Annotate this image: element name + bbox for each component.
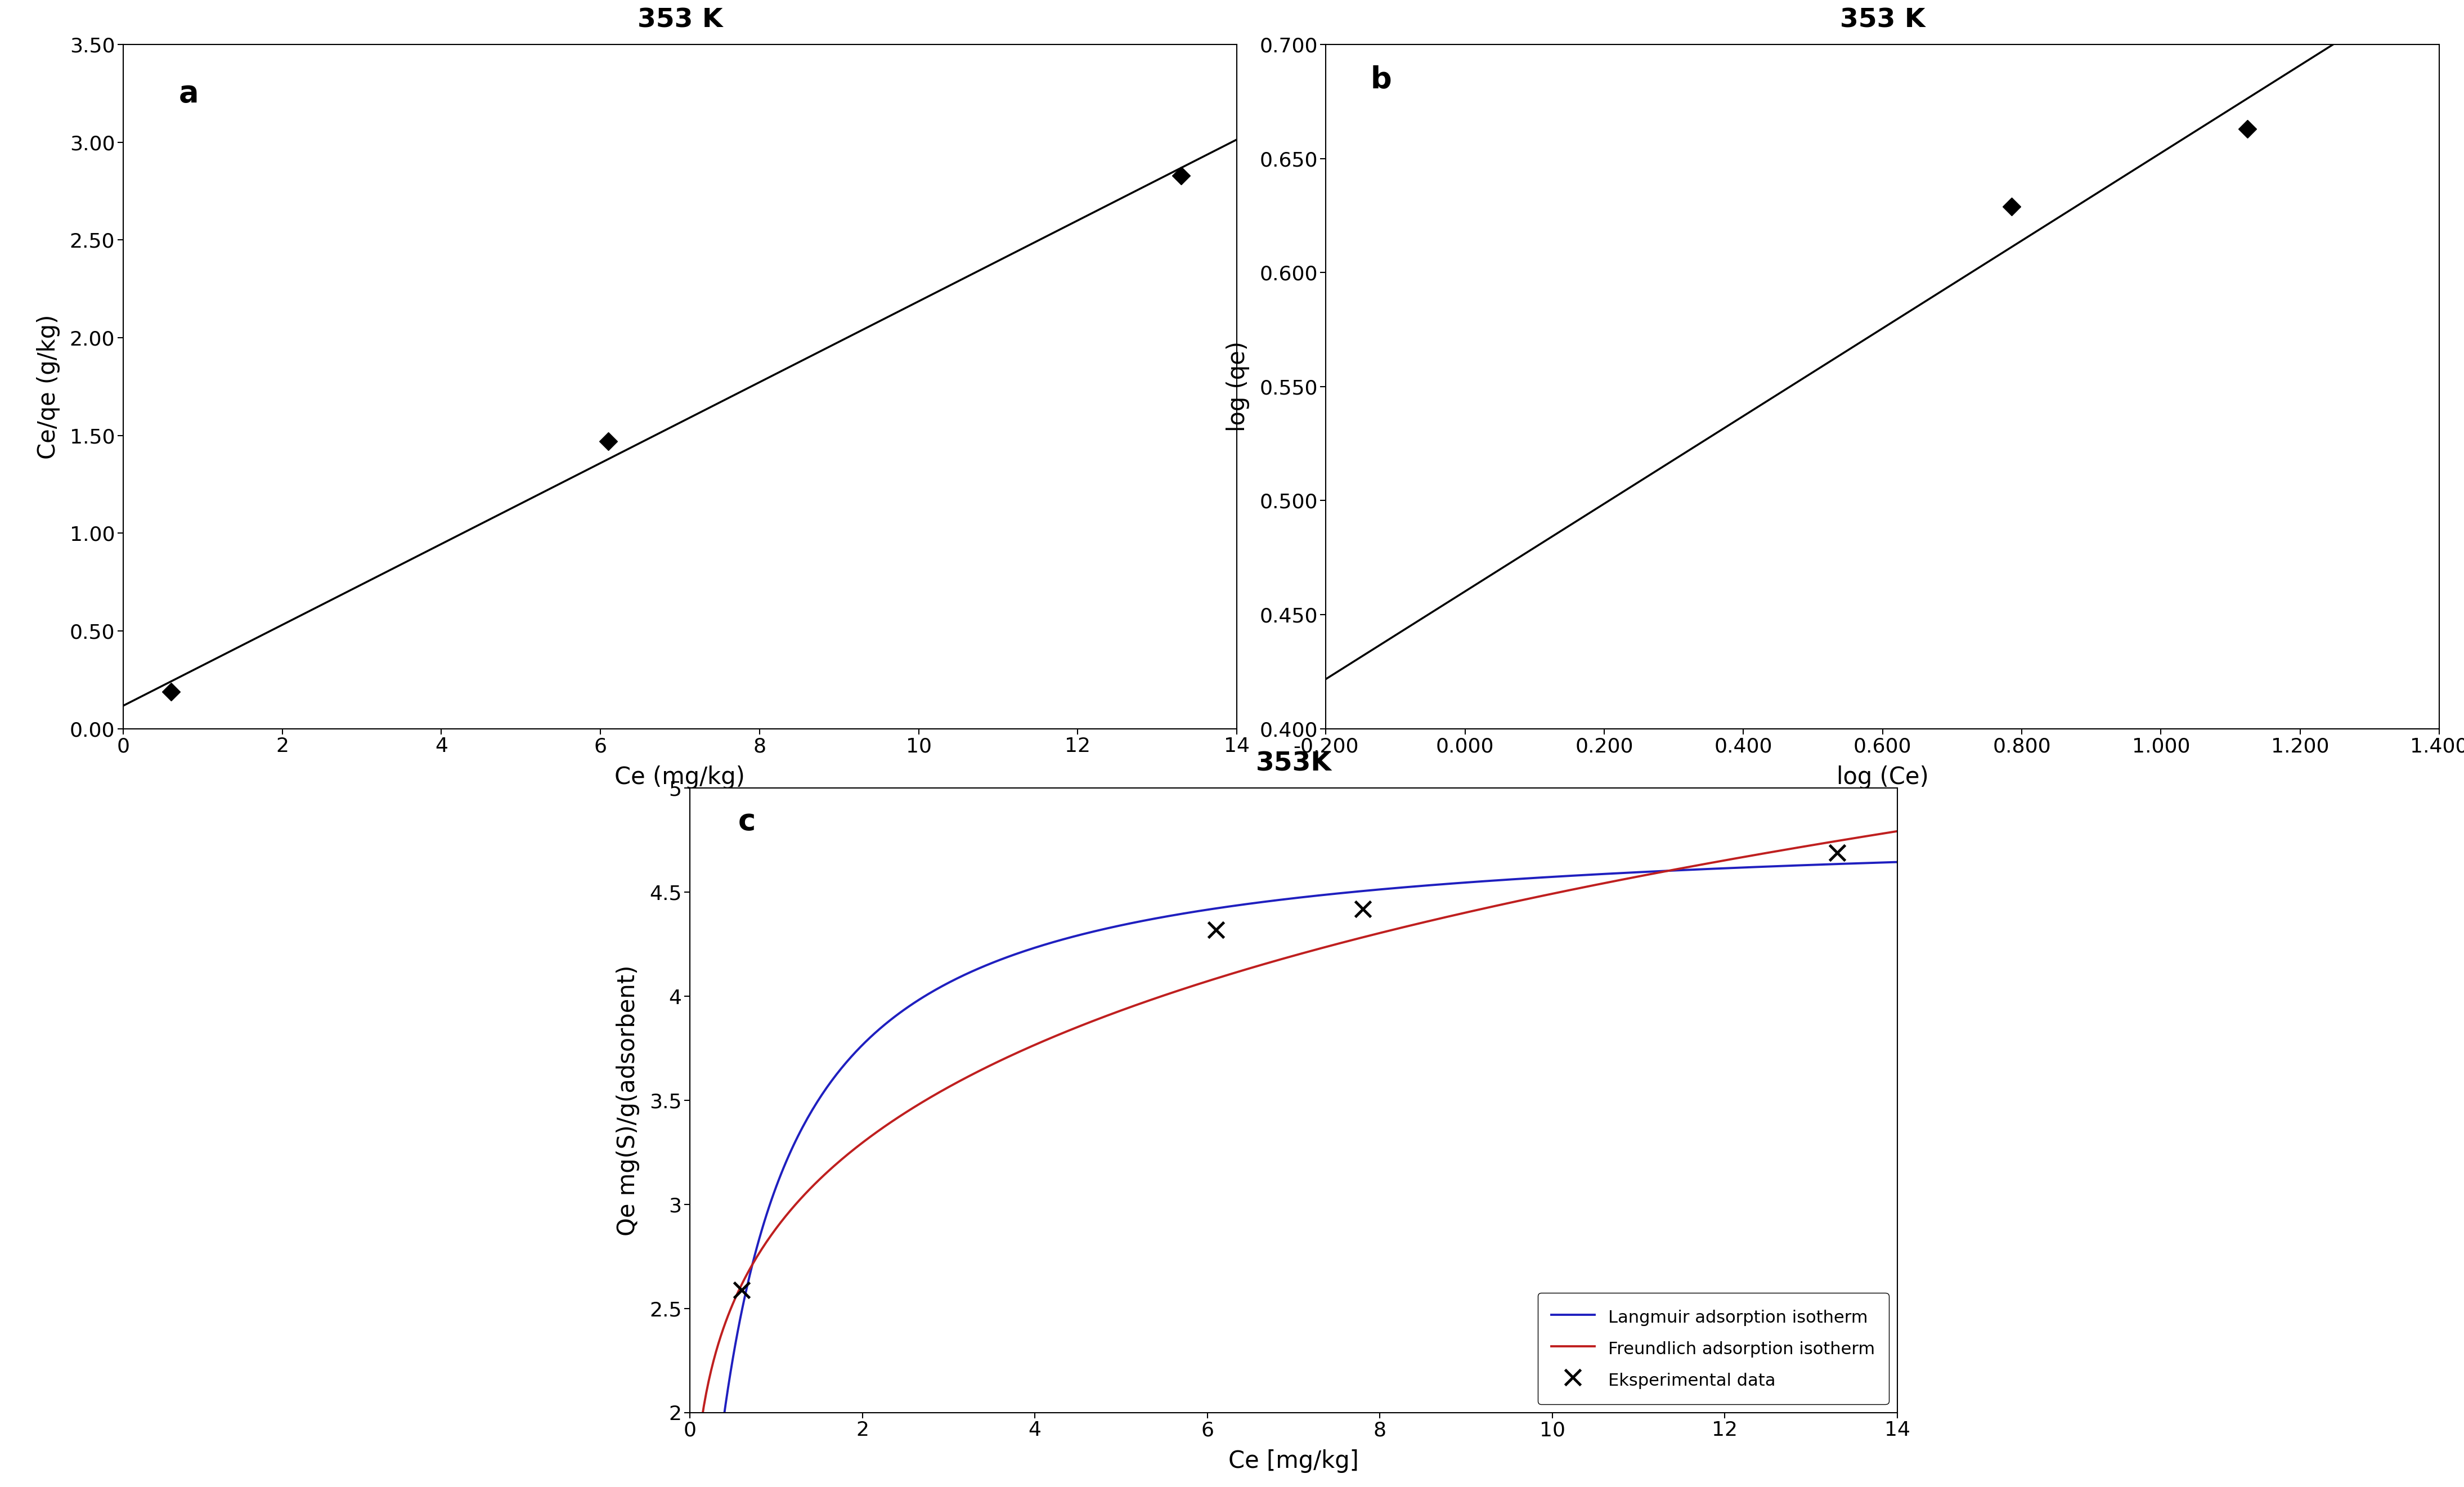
- Freundlich adsorption isotherm: [1666, 859, 1695, 877]
- Freundlich adsorption isotherm: [680, 1483, 710, 1487]
- Langmuir adsorption isotherm: [1252, 892, 1281, 910]
- Freundlich adsorption isotherm: [1395, 916, 1424, 934]
- Eksperimental data: [727, 1280, 756, 1298]
- Langmuir adsorption isotherm: [1666, 861, 1695, 879]
- Langmuir adsorption isotherm: [1259, 892, 1289, 910]
- Freundlich adsorption isotherm: [1853, 827, 1882, 845]
- Title: 353 K: 353 K: [638, 7, 722, 33]
- Langmuir adsorption isotherm: [1331, 883, 1360, 901]
- Line: Langmuir adsorption isotherm: Langmuir adsorption isotherm: [695, 862, 1897, 1487]
- Text: c: c: [739, 807, 756, 836]
- X-axis label: Ce (mg/kg): Ce (mg/kg): [614, 766, 744, 790]
- Langmuir adsorption isotherm: [1395, 877, 1424, 895]
- Eksperimental data: [1823, 843, 1853, 861]
- Text: a: a: [180, 79, 200, 109]
- Title: 353 K: 353 K: [1841, 7, 1924, 33]
- Langmuir adsorption isotherm: [1882, 854, 1912, 871]
- Line: Freundlich adsorption isotherm: Freundlich adsorption isotherm: [695, 831, 1897, 1487]
- Freundlich adsorption isotherm: [1331, 932, 1360, 950]
- Freundlich adsorption isotherm: [1882, 822, 1912, 840]
- Eksperimental data: [1202, 920, 1232, 938]
- Legend: Langmuir adsorption isotherm, Freundlich adsorption isotherm, Eksperimental data: Langmuir adsorption isotherm, Freundlich…: [1538, 1294, 1890, 1404]
- Y-axis label: log (qe): log (qe): [1227, 342, 1249, 431]
- X-axis label: Ce [mg/kg]: Ce [mg/kg]: [1230, 1450, 1358, 1474]
- Freundlich adsorption isotherm: [1259, 953, 1289, 971]
- Y-axis label: Ce/qe (g/kg): Ce/qe (g/kg): [37, 314, 59, 459]
- Line: Eksperimental data: Eksperimental data: [734, 845, 1846, 1298]
- X-axis label: log (Ce): log (Ce): [1836, 766, 1929, 790]
- Text: b: b: [1370, 65, 1392, 94]
- Freundlich adsorption isotherm: [1252, 955, 1281, 972]
- Y-axis label: Qe mg(S)/g(adsorbent): Qe mg(S)/g(adsorbent): [616, 965, 641, 1236]
- Eksperimental data: [1348, 900, 1377, 917]
- Title: 353K: 353K: [1257, 751, 1331, 776]
- Langmuir adsorption isotherm: [1853, 854, 1882, 871]
